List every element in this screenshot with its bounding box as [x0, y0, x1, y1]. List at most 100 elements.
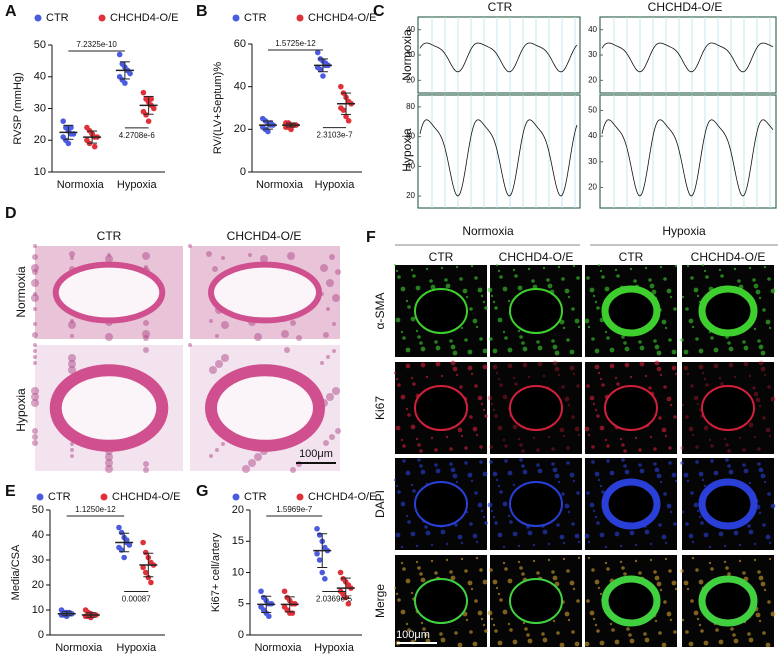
stain [701, 478, 705, 482]
column-title: CTR [488, 0, 513, 14]
error-bar [119, 532, 130, 553]
stain [763, 480, 767, 484]
stain [680, 338, 684, 342]
stain [606, 567, 610, 571]
stain [479, 568, 483, 572]
stain [683, 472, 689, 478]
stain [623, 449, 627, 453]
stain [460, 326, 464, 330]
stain [559, 319, 565, 325]
stain [397, 598, 401, 602]
data-point [140, 89, 147, 96]
stain [424, 633, 428, 637]
tissue-cell [105, 465, 113, 473]
stain [666, 396, 672, 402]
stain [643, 632, 647, 636]
stain [663, 492, 667, 496]
stain [465, 618, 469, 622]
stain [495, 478, 499, 482]
stain [768, 541, 772, 545]
stain [688, 641, 694, 647]
data-point [288, 126, 294, 133]
stain [480, 617, 484, 621]
stain [517, 560, 521, 564]
stain [619, 560, 623, 564]
stain [460, 434, 464, 438]
x-tick-label: Hypoxia [315, 179, 356, 191]
stain [405, 514, 409, 518]
stain [430, 543, 434, 547]
stain [467, 472, 473, 478]
stain [696, 617, 700, 621]
stain [698, 364, 704, 370]
stain [656, 350, 662, 356]
stain [494, 629, 498, 633]
y-tick-label: 20 [234, 123, 246, 135]
tissue-cell [105, 255, 113, 263]
stain [397, 383, 401, 387]
stain [470, 479, 474, 483]
legend-marker [98, 14, 106, 22]
stain [467, 365, 473, 371]
stain [725, 566, 729, 570]
panel-label: G [196, 483, 208, 500]
stain [609, 363, 615, 369]
stain [440, 637, 446, 643]
stain [589, 287, 595, 293]
data-point [121, 554, 127, 561]
stain [674, 587, 678, 591]
stain [420, 346, 426, 352]
vessel-lumen [701, 385, 755, 431]
legend-label: CHCHD4-O/E [110, 12, 178, 24]
data-point [266, 613, 272, 620]
stain [552, 575, 558, 581]
stain [567, 510, 571, 514]
stain [489, 460, 493, 464]
stain [758, 619, 762, 623]
stain [459, 277, 463, 281]
vessel-wall [205, 364, 325, 452]
stain [532, 559, 536, 563]
stain [450, 575, 456, 581]
tissue-cell [70, 256, 74, 260]
stain [522, 362, 528, 368]
y-tick-label: 40 [32, 529, 44, 541]
stain [680, 446, 684, 450]
stain [658, 523, 662, 527]
stain [663, 385, 667, 389]
stain [469, 307, 473, 311]
stain [474, 276, 478, 280]
stain [502, 394, 508, 400]
stain [628, 633, 632, 637]
stain [596, 414, 600, 418]
stain [522, 346, 528, 352]
stain [758, 404, 762, 408]
stain [571, 630, 575, 634]
stain [587, 540, 591, 544]
stain [571, 415, 575, 419]
error-bar [341, 92, 352, 115]
panel-label: A [5, 3, 17, 20]
stain [439, 632, 443, 636]
stain [475, 556, 479, 560]
vessel-lumen [414, 578, 468, 624]
x-tick-label: Normoxia [256, 179, 304, 191]
stain [664, 557, 668, 561]
stain [517, 544, 521, 548]
stain [407, 413, 411, 417]
stain [547, 435, 551, 439]
stain [765, 642, 771, 648]
error-bar [61, 611, 72, 617]
error-bar [286, 122, 297, 128]
stain [521, 341, 525, 345]
stain [591, 445, 595, 449]
stain [596, 306, 600, 310]
stain [698, 471, 704, 477]
stain [601, 490, 605, 494]
stain [440, 374, 444, 378]
stain [653, 570, 657, 574]
stain [659, 265, 663, 269]
data-point [151, 105, 157, 112]
stain [410, 268, 414, 272]
stain [395, 532, 401, 538]
